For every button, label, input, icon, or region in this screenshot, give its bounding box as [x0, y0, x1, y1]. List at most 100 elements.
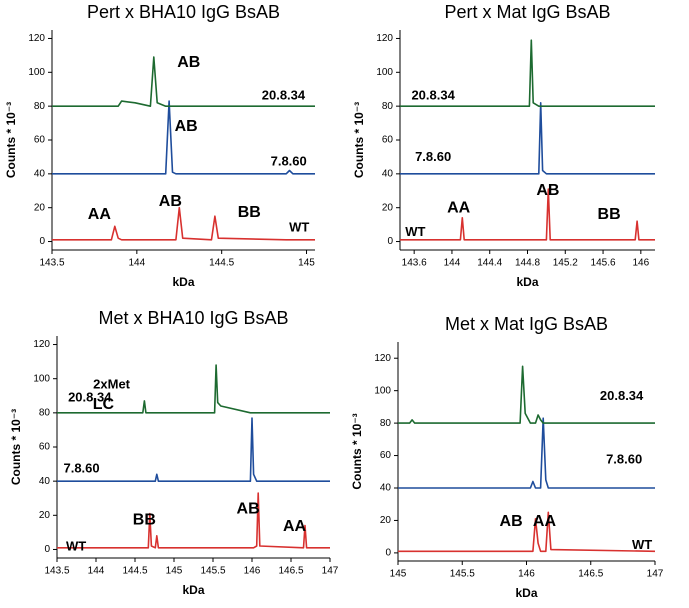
series-label: 20.8.34 [411, 87, 455, 102]
spectrum-line [57, 492, 330, 549]
x-tick-label: 146 [518, 569, 535, 580]
y-axis-label: Counts * 10⁻³ [352, 102, 366, 178]
x-tick-label: 147 [647, 569, 664, 580]
annotation: AB [237, 500, 260, 517]
series-label: 7.8.60 [63, 461, 99, 476]
annotation: AB [177, 54, 200, 71]
x-tick-label: 145.2 [553, 258, 578, 269]
x-tick-label: 144.4 [477, 258, 502, 269]
x-tick-label: 144.5 [209, 258, 234, 269]
x-tick-label: 145 [166, 566, 183, 577]
spectrum-line [52, 56, 315, 107]
y-tick-label: 120 [374, 353, 391, 364]
x-tick-label: 147 [322, 566, 339, 577]
y-tick-label: 60 [380, 450, 392, 461]
series-label: WT [632, 537, 652, 552]
spectrum-line [57, 417, 330, 482]
chart-title: Met x BHA10 IgG BsAB [98, 308, 288, 328]
annotation: BB [238, 204, 261, 221]
y-axis-label: Counts * 10⁻³ [4, 102, 18, 178]
y-tick-label: 0 [385, 548, 391, 559]
x-tick-label: 145 [298, 258, 315, 269]
series-label: 7.8.60 [415, 149, 451, 164]
x-tick-label: 146 [632, 258, 649, 269]
annotation: AB [159, 193, 182, 210]
y-tick-label: 0 [39, 236, 45, 247]
y-tick-label: 60 [34, 135, 46, 146]
chart-title: Met x Mat IgG BsAB [445, 314, 608, 334]
chart-title: Pert x BHA10 IgG BsAB [87, 2, 280, 22]
y-tick-label: 120 [376, 33, 393, 44]
y-tick-label: 60 [382, 135, 394, 146]
y-tick-label: 120 [28, 33, 45, 44]
y-tick-label: 80 [34, 101, 46, 112]
y-axis-label: Counts * 10⁻³ [350, 413, 364, 489]
annotation: BB [598, 206, 621, 223]
x-tick-label: 144.8 [515, 258, 540, 269]
series-label: WT [405, 224, 425, 239]
x-tick-label: 145 [390, 569, 407, 580]
annotation: AA [447, 199, 471, 216]
y-tick-label: 40 [380, 483, 392, 494]
x-axis-label: kDa [172, 275, 194, 289]
x-axis-label: kDa [516, 275, 538, 289]
x-tick-label: 144 [128, 258, 145, 269]
annotation: AB [500, 513, 523, 530]
y-tick-label: 40 [34, 168, 46, 179]
y-tick-label: 60 [39, 442, 51, 453]
x-tick-label: 145.5 [200, 566, 225, 577]
series-label: 20.8.34 [68, 390, 112, 405]
annotation: AB [536, 182, 559, 199]
x-tick-label: 146.5 [578, 569, 603, 580]
spectrum-line [398, 365, 655, 424]
spectrum-line [57, 364, 330, 414]
spectrum-line [400, 39, 655, 107]
x-tick-label: 146.5 [278, 566, 303, 577]
y-tick-label: 40 [382, 168, 394, 179]
series-label: WT [289, 219, 309, 234]
y-tick-label: 40 [39, 476, 51, 487]
series-label: 20.8.34 [600, 388, 644, 403]
spectrum-line [398, 511, 656, 553]
annotation: 2xMet [93, 376, 131, 391]
x-tick-label: 143.5 [44, 566, 69, 577]
y-tick-label: 0 [44, 544, 50, 555]
annotation: BB [133, 511, 156, 528]
x-tick-label: 145.6 [591, 258, 616, 269]
annotation: AA [88, 206, 112, 223]
y-tick-label: 20 [34, 202, 46, 213]
y-tick-label: 20 [39, 510, 51, 521]
spectrum-line [52, 206, 315, 241]
x-tick-label: 144.5 [122, 566, 147, 577]
series-label: WT [66, 538, 86, 553]
annotation: AB [175, 118, 198, 135]
y-tick-label: 80 [39, 407, 51, 418]
x-tick-label: 143.5 [39, 258, 64, 269]
y-tick-label: 20 [380, 515, 392, 526]
y-tick-label: 80 [380, 418, 392, 429]
y-tick-label: 20 [382, 202, 394, 213]
y-tick-label: 100 [376, 67, 393, 78]
x-tick-label: 146 [244, 566, 261, 577]
series-label: 7.8.60 [271, 153, 307, 168]
x-tick-label: 145.5 [450, 569, 475, 580]
spectrum-line [52, 100, 315, 175]
y-tick-label: 0 [387, 236, 393, 247]
series-label: 20.8.34 [262, 87, 306, 102]
y-tick-label: 80 [382, 101, 394, 112]
y-axis-label: Counts * 10⁻³ [9, 409, 23, 485]
x-axis-label: kDa [515, 586, 537, 600]
y-tick-label: 120 [33, 339, 50, 350]
y-tick-label: 100 [28, 67, 45, 78]
chart-title: Pert x Mat IgG BsAB [444, 2, 610, 22]
x-tick-label: 143.6 [402, 258, 427, 269]
x-tick-label: 144 [88, 566, 105, 577]
annotation: LC [93, 396, 115, 413]
series-label: 7.8.60 [606, 452, 642, 467]
x-axis-label: kDa [182, 583, 204, 597]
x-tick-label: 144 [444, 258, 461, 269]
y-tick-label: 100 [33, 373, 50, 384]
spectrum-line [398, 417, 655, 489]
